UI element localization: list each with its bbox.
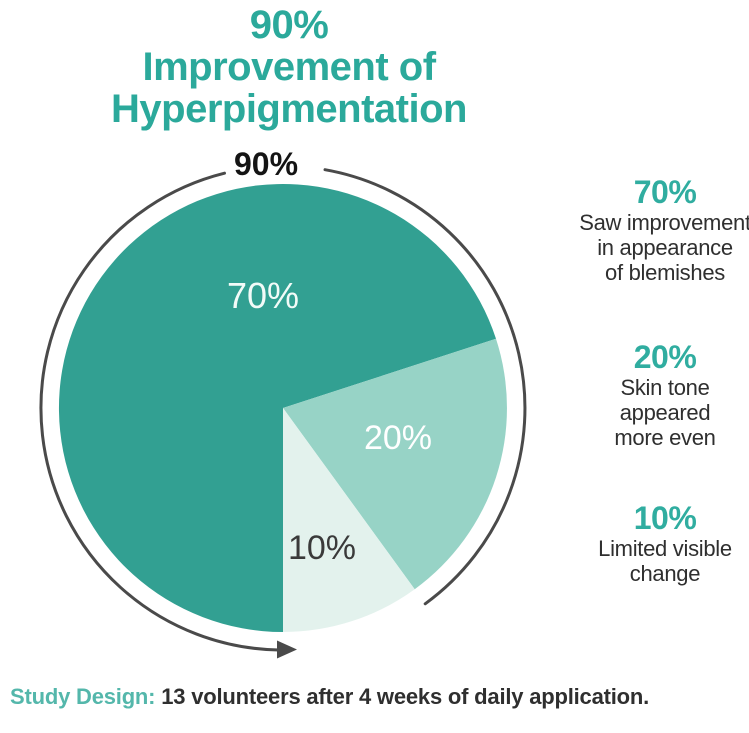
pie-slice-70 [58, 184, 497, 633]
legend-pct-70: 70% [633, 174, 697, 210]
pie-slice-20 [283, 338, 507, 590]
legend-entry-70: 70% Saw improvement in appearance of ble… [565, 174, 749, 285]
arc-arrowhead-icon [277, 640, 297, 659]
legend-text-line: of blemishes [605, 260, 725, 285]
legend-text-line: Skin tone [620, 375, 710, 400]
title-line-improvement: Improvement of [142, 45, 436, 89]
page-title: 90% Improvement of Hyperpigmentation [0, 4, 578, 130]
arc-label-90: 90% [234, 146, 298, 182]
legend-text-line: more even [614, 425, 716, 450]
legend-text-line: change [629, 561, 701, 586]
legend-text-line: Limited visible [598, 536, 732, 561]
title-line-percent: 90% [249, 3, 329, 47]
legend-entry-10: 10% Limited visible change [565, 500, 749, 586]
legend-entry-20: 20% Skin tone appeared more even [565, 339, 749, 450]
pie-slice-10 [283, 408, 415, 632]
outer-arc-left [39, 171, 281, 652]
legend-pct-10: 10% [633, 500, 697, 536]
title-line-hyperpigmentation: Hyperpigmentation [111, 87, 467, 131]
outer-arc-right [323, 168, 527, 606]
legend-text-line: appeared [619, 400, 711, 425]
legend-text-line: Saw improvement [579, 210, 749, 235]
study-design-text: 13 volunteers after 4 weeks of daily app… [161, 684, 650, 709]
slice-label-70: 70% [227, 275, 299, 316]
legend-pct-20: 20% [633, 339, 697, 375]
study-design-note: Study Design: 13 volunteers after 4 week… [10, 684, 740, 710]
study-design-label: Study Design: [10, 684, 156, 709]
legend-text-line: in appearance [597, 235, 733, 260]
slice-label-20: 20% [364, 419, 432, 457]
slice-label-10: 10% [288, 529, 356, 567]
